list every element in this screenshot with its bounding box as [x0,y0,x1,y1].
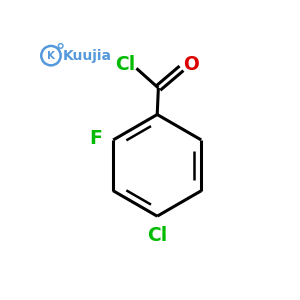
Text: Kuujia: Kuujia [62,49,111,63]
Text: K: K [47,51,55,61]
Text: O: O [183,55,199,74]
Text: Cl: Cl [115,55,136,74]
Text: Cl: Cl [147,226,167,245]
Text: F: F [89,129,102,148]
